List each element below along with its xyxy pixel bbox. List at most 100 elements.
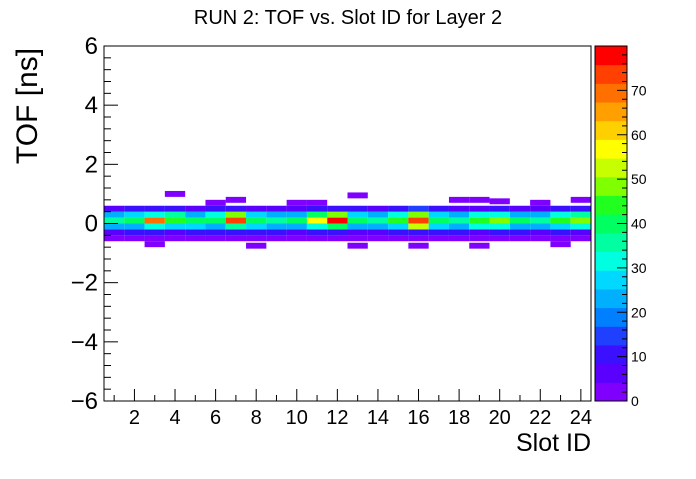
heatmap-cell [530, 199, 551, 206]
heatmap-cell [388, 235, 409, 242]
heatmap-cell [266, 223, 287, 230]
heatmap-cell [246, 205, 267, 212]
heatmap-cell [530, 235, 551, 242]
heatmap-cell [550, 229, 571, 236]
heatmap-cell [144, 235, 165, 242]
heatmap-cell [286, 211, 307, 218]
heatmap-cell [509, 217, 531, 224]
heatmap-cell [469, 242, 490, 249]
colorbar-swatch [595, 214, 627, 234]
colorbar-tick-label: 60 [631, 127, 647, 143]
colorbar-swatch [595, 344, 627, 365]
heatmap-cells [104, 190, 591, 249]
heatmap-cell [367, 211, 389, 218]
heatmap-cell [388, 205, 409, 212]
heatmap-cell [144, 211, 165, 218]
heatmap-cell [347, 229, 368, 236]
y-tick-label: −6 [71, 388, 98, 415]
colorbar-swatch [595, 326, 627, 346]
colorbar-swatch [595, 232, 627, 253]
y-tick-label: 2 [85, 151, 98, 178]
heatmap-cell [246, 211, 267, 218]
heatmap-cell [448, 205, 470, 212]
heatmap-cell [489, 211, 510, 218]
heatmap-cell [327, 229, 348, 236]
heatmap-cell [225, 196, 247, 203]
heatmap-cell [489, 205, 510, 212]
y-tick-label: −4 [71, 329, 98, 356]
heatmap-cell [408, 217, 429, 224]
heatmap-cell [306, 217, 328, 224]
colorbar-tick-label: 20 [631, 304, 647, 320]
y-tick-label: 4 [85, 92, 98, 119]
x-tick-label: 24 [570, 407, 592, 429]
heatmap-cell [164, 217, 186, 224]
heatmap-cell [388, 229, 409, 236]
heatmap-cell [225, 235, 247, 242]
heatmap-cell [286, 235, 307, 242]
heatmap-cell [469, 196, 490, 203]
heatmap-cell [164, 229, 186, 236]
heatmap-cell [428, 205, 449, 212]
heatmap-cell [347, 242, 368, 249]
x-tick-label: 6 [210, 407, 221, 429]
heatmap-cell [164, 190, 186, 197]
heatmap-cell [448, 196, 470, 203]
heatmap-cell [185, 235, 206, 242]
heatmap-cell [448, 235, 470, 242]
x-tick-label: 12 [326, 407, 348, 429]
heatmap-cell [509, 223, 531, 230]
heatmap-cell [530, 211, 551, 218]
heatmap-cell [550, 217, 571, 224]
heatmap-cell [144, 241, 165, 248]
heatmap-cell [469, 205, 490, 212]
heatmap-cell [205, 199, 226, 206]
colorbar-swatch [595, 46, 627, 66]
heatmap-cell [225, 211, 247, 218]
heatmap-cell [509, 205, 531, 212]
heatmap-cell [408, 242, 429, 249]
heatmap-cell [530, 205, 551, 212]
heatmap-cell [489, 235, 510, 242]
heatmap-cell [428, 223, 449, 230]
heatmap-cell [286, 217, 307, 224]
heatmap-cell [347, 211, 368, 218]
y-tick-label: −2 [71, 270, 98, 297]
heatmap-cell [225, 217, 247, 224]
heatmap-cell [347, 205, 368, 212]
colorbar-tick-label: 50 [631, 171, 647, 187]
x-tick-label: 2 [129, 407, 140, 429]
heatmap-cell [408, 211, 429, 218]
heatmap-cell [286, 205, 307, 212]
heatmap-cell [408, 205, 429, 212]
colorbar-tick-label: 30 [631, 260, 647, 276]
colorbar-tick-label: 0 [631, 393, 639, 409]
x-axis-label: Slot ID [516, 429, 591, 457]
heatmap-cell [144, 229, 165, 236]
heatmap-cell [550, 205, 571, 212]
heatmap-cell [104, 205, 125, 212]
heatmap-cell [164, 235, 186, 242]
heatmap-cell [367, 235, 389, 242]
heatmap-cell [347, 192, 368, 199]
heatmap-cell [388, 211, 409, 218]
heatmap-cell [286, 229, 307, 236]
heatmap-cell [124, 229, 145, 236]
heatmap-cell [205, 229, 226, 236]
heatmap-cell [367, 217, 389, 224]
heatmap-cell [185, 229, 206, 236]
heatmap-cell [185, 205, 206, 212]
heatmap-cell [205, 205, 226, 212]
heatmap-cell [550, 223, 571, 230]
heatmap-cell [327, 235, 348, 242]
heatmap-cell [327, 223, 348, 230]
heatmap-cell [246, 235, 267, 242]
heatmap-cell [144, 205, 165, 212]
heatmap-cell [570, 217, 591, 224]
colorbar-swatch [595, 382, 627, 402]
heatmap-cell [205, 235, 226, 242]
heatmap-cell [185, 223, 206, 230]
heatmap-cell [367, 229, 389, 236]
heatmap-cell [104, 217, 125, 224]
heatmap-cell [448, 211, 470, 218]
